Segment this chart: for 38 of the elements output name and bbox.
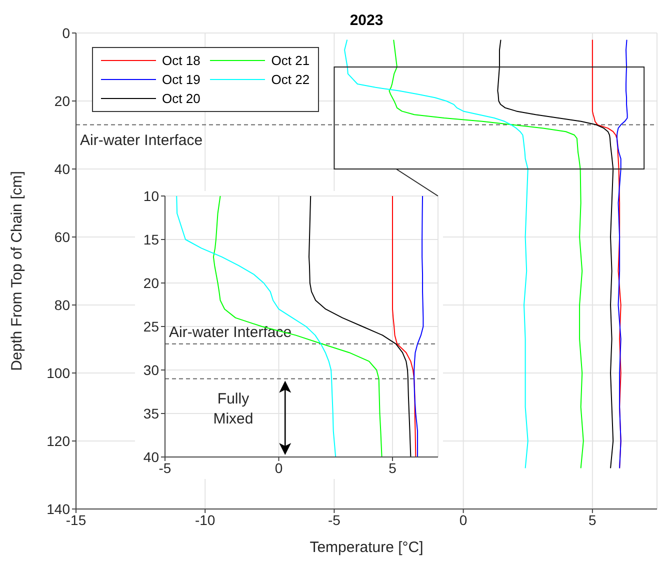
- x-axis-title: Temperature [°C]: [310, 539, 424, 556]
- line-series: [392, 196, 416, 457]
- x-tick-label: 5: [388, 460, 397, 476]
- x-tick-label: 5: [588, 512, 597, 528]
- x-tick-label: -10: [194, 512, 216, 528]
- legend-label: Oct 18: [162, 53, 200, 68]
- y-tick-label: 40: [54, 160, 70, 177]
- x-tick-label: 0: [459, 512, 468, 528]
- chart-title: 2023: [348, 12, 384, 29]
- y-tick-label: 60: [54, 228, 70, 245]
- ref-line-label: Air-water Interface: [169, 324, 292, 341]
- legend-label: Oct 20: [162, 91, 200, 106]
- y-tick-label: 15: [143, 231, 160, 248]
- y-tick-label: 140: [46, 500, 70, 517]
- ref-line-label: Air-water Interface: [80, 132, 203, 149]
- line-series: [616, 39, 628, 469]
- y-tick-label: 100: [46, 364, 70, 381]
- legend-label: Oct 22: [271, 72, 310, 87]
- y-tick-label: 120: [46, 432, 70, 449]
- y-tick-label: 40: [143, 448, 160, 465]
- y-tick-label: 25: [143, 318, 160, 334]
- y-tick-label: 20: [54, 92, 70, 109]
- y-tick-label: 30: [143, 362, 160, 378]
- y-tick-label: 35: [143, 405, 160, 422]
- line-series: [414, 196, 424, 457]
- x-tick-label: 0: [274, 460, 283, 476]
- line-series: [308, 196, 412, 457]
- x-tick-label: -5: [328, 512, 341, 528]
- y-tick-label: 80: [54, 296, 70, 313]
- y-tick-label: 20: [143, 274, 160, 291]
- y-axis-title: Depth From Top of Chain [cm]: [8, 171, 26, 371]
- x-tick-label: -5: [158, 460, 172, 476]
- y-tick-label: 10: [143, 188, 160, 204]
- annotation: Fully Mixed: [213, 390, 254, 428]
- legend-label: Oct 19: [162, 72, 200, 87]
- line-series: [497, 39, 614, 469]
- legend-label: Oct 21: [271, 53, 310, 68]
- y-tick-label: 0: [62, 24, 70, 41]
